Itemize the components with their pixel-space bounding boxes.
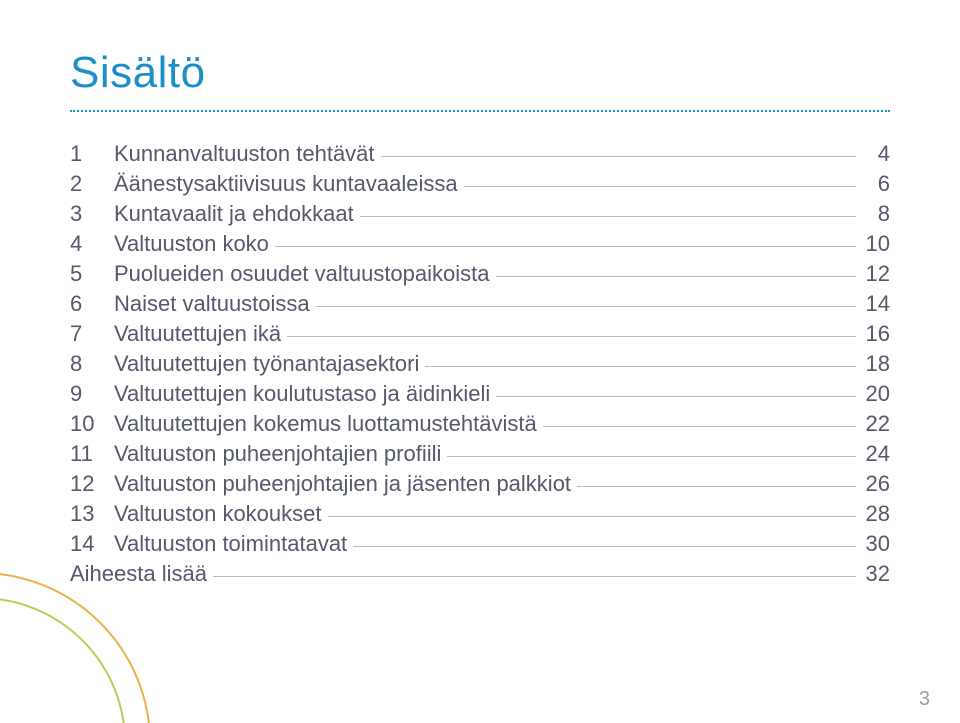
toc-entry: 5Puolueiden osuudet valtuustopaikoista 12 — [70, 261, 890, 287]
toc-entry: 14Valtuuston toimintatavat 30 — [70, 531, 890, 557]
toc-entry-page: 20 — [862, 381, 890, 407]
toc-leader-line — [543, 425, 856, 427]
page-title: Sisältö — [70, 48, 890, 98]
toc-entry-number: 9 — [70, 381, 114, 407]
toc-entry: 9Valtuutettujen koulutustaso ja äidinkie… — [70, 381, 890, 407]
toc-entry-page: 14 — [862, 291, 890, 317]
toc-entry: 10Valtuutettujen kokemus luottamustehtäv… — [70, 411, 890, 437]
title-dotted-rule — [70, 110, 890, 113]
toc-entry-number: 2 — [70, 171, 114, 197]
toc-leader-line — [353, 545, 856, 547]
toc-entry-label: Kuntavaalit ja ehdokkaat — [114, 201, 354, 227]
toc-entry-label: Valtuuston toimintatavat — [114, 531, 347, 557]
toc-entry-page: 12 — [862, 261, 890, 287]
toc-entry-page: 26 — [862, 471, 890, 497]
toc-leader-line — [496, 275, 857, 277]
toc-entry-number: 11 — [70, 441, 114, 467]
toc-leader-line — [447, 455, 856, 457]
toc-entry-label: Valtuuston kokoukset — [114, 501, 322, 527]
toc-leader-line — [425, 365, 856, 367]
toc-entry-page: 18 — [862, 351, 890, 377]
toc-entry-page: 16 — [862, 321, 890, 347]
toc-entry-page: 30 — [862, 531, 890, 557]
toc-entry-number: 12 — [70, 471, 114, 497]
toc-entry: 11Valtuuston puheenjohtajien profiili 24 — [70, 441, 890, 467]
table-of-contents: 1Kunnanvaltuuston tehtävät 4 2Äänestysakti… — [70, 141, 890, 587]
toc-leader-line — [287, 335, 856, 337]
toc-entry-page: 28 — [862, 501, 890, 527]
toc-entry-number: 8 — [70, 351, 114, 377]
toc-entry-page: 6 — [862, 171, 890, 197]
document-page: Sisältö 1Kunnanvaltuuston tehtävät 4 2Ääne… — [0, 0, 960, 723]
toc-leader-line — [577, 485, 856, 487]
toc-entry-number: 3 — [70, 201, 114, 227]
toc-entry-page: 22 — [862, 411, 890, 437]
toc-leader-line — [213, 575, 856, 577]
toc-entry: 6Naiset valtuustoissa 14 — [70, 291, 890, 317]
toc-leader-line — [464, 185, 856, 187]
page-number: 3 — [919, 688, 930, 711]
toc-entry-label: Puolueiden osuudet valtuustopaikoista — [114, 261, 490, 287]
toc-leader-line — [328, 515, 857, 517]
toc-entry-number: 7 — [70, 321, 114, 347]
toc-entry-page: 10 — [862, 231, 890, 257]
toc-leader-line — [496, 395, 856, 397]
toc-entry-number: 5 — [70, 261, 114, 287]
toc-entry-page: 4 — [862, 141, 890, 167]
toc-entry-label: Aiheesta lisää — [70, 561, 207, 587]
toc-entry-page: 24 — [862, 441, 890, 467]
toc-entry: 13Valtuuston kokoukset 28 — [70, 501, 890, 527]
toc-entry-number: 6 — [70, 291, 114, 317]
toc-leader-line — [360, 215, 856, 217]
toc-entry-label: Äänestysaktiivisuus kuntavaaleissa — [114, 171, 458, 197]
toc-entry: 12Valtuuston puheenjohtajien ja jäsenten… — [70, 471, 890, 497]
toc-entry: Aiheesta lisää 32 — [70, 561, 890, 587]
toc-entry-label: Valtuutettujen ikä — [114, 321, 281, 347]
toc-entry: 2Äänestysaktiivisuus kuntavaaleissa 6 — [70, 171, 890, 197]
toc-entry-number: 1 — [70, 141, 114, 167]
toc-entry: 8Valtuutettujen työnantajasektori 18 — [70, 351, 890, 377]
toc-leader-line — [381, 155, 856, 157]
toc-entry: 4Valtuuston koko 10 — [70, 231, 890, 257]
toc-entry-label: Naiset valtuustoissa — [114, 291, 310, 317]
toc-entry: 1Kunnanvaltuuston tehtävät 4 — [70, 141, 890, 167]
toc-entry-label: Valtuuston puheenjohtajien profiili — [114, 441, 441, 467]
toc-entry-page: 8 — [862, 201, 890, 227]
toc-leader-line — [275, 245, 856, 247]
toc-entry: 3Kuntavaalit ja ehdokkaat 8 — [70, 201, 890, 227]
toc-entry-label: Kunnanvaltuuston tehtävät — [114, 141, 375, 167]
toc-entry-label: Valtuuston puheenjohtajien ja jäsenten p… — [114, 471, 571, 497]
toc-entry-number: 13 — [70, 501, 114, 527]
toc-entry-label: Valtuutettujen kokemus luottamustehtävis… — [114, 411, 537, 437]
toc-entry-number: 14 — [70, 531, 114, 557]
toc-entry-label: Valtuutettujen koulutustaso ja äidinkiel… — [114, 381, 490, 407]
toc-leader-line — [316, 305, 856, 307]
toc-entry-label: Valtuuston koko — [114, 231, 269, 257]
toc-entry: 7Valtuutettujen ikä 16 — [70, 321, 890, 347]
toc-entry-page: 32 — [862, 561, 890, 587]
toc-entry-label: Valtuutettujen työnantajasektori — [114, 351, 419, 377]
toc-entry-number: 10 — [70, 411, 114, 437]
toc-entry-number: 4 — [70, 231, 114, 257]
